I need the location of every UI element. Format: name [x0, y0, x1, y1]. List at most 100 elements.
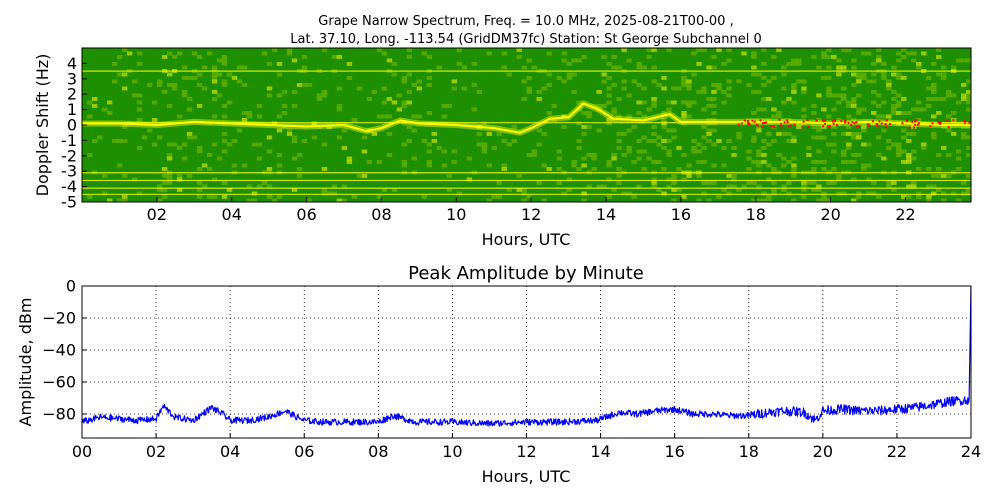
spectrogram-cell	[886, 184, 892, 189]
spectrogram-cell	[811, 125, 817, 129]
spectrogram-cell	[881, 72, 887, 77]
spectrogram-cell	[866, 163, 872, 168]
spectrogram-cell	[756, 163, 762, 168]
spectrogram-x-tick-label: 18	[746, 205, 766, 224]
spectrogram-x-label: Hours, UTC	[482, 230, 571, 249]
spectrogram-cell	[411, 156, 417, 161]
spectrogram-cell	[606, 121, 612, 126]
spectrogram-cell	[112, 79, 118, 84]
spectrogram-hot-speckle	[844, 121, 847, 124]
spectrogram-cell	[246, 111, 253, 115]
spectrogram-cell	[756, 184, 762, 189]
spectrogram-cell	[696, 90, 702, 94]
spectrogram-cell	[816, 118, 822, 122]
spectrogram-cell	[856, 191, 862, 196]
spectrogram-cell	[176, 177, 183, 182]
spectrogram-cell	[381, 86, 388, 91]
spectrogram-cell	[281, 90, 288, 94]
spectrogram-cell	[211, 114, 218, 119]
spectrogram-cell	[721, 146, 727, 150]
spectrogram-cell	[191, 51, 198, 56]
spectrogram-cell	[916, 65, 922, 70]
spectrogram-cell	[476, 142, 482, 147]
spectrogram-x-tick-label: 12	[521, 205, 541, 224]
spectrogram-cell	[881, 76, 887, 80]
spectrogram-cell	[871, 79, 877, 84]
spectrogram-cell	[286, 51, 293, 56]
spectrogram-cell	[906, 139, 912, 143]
spectrogram-cell	[776, 114, 782, 119]
spectrogram-cell	[221, 55, 228, 59]
spectrogram-hot-speckle	[913, 126, 916, 129]
spectrogram-cell	[811, 135, 817, 140]
spectrogram-cell	[906, 153, 912, 157]
spectrogram-cell	[756, 90, 762, 94]
spectrogram-cell	[901, 195, 907, 199]
spectrogram-cell	[861, 72, 867, 77]
spectrogram-cell	[866, 177, 872, 182]
spectrogram-cell	[526, 153, 532, 157]
spectrogram-cell	[811, 181, 817, 185]
spectrogram-cell	[161, 55, 168, 59]
spectrogram-panel: Grape Narrow Spectrum, Freq. = 10.0 MHz,…	[33, 14, 972, 249]
spectrogram-cell	[611, 111, 617, 115]
spectrogram-cell	[791, 135, 797, 140]
spectrogram-cell	[681, 76, 687, 80]
spectrogram-cell	[476, 132, 482, 136]
spectrogram-cell	[821, 195, 827, 199]
spectrogram-cell	[211, 90, 218, 94]
spectrogram-cell	[456, 48, 462, 52]
spectrogram-cell	[641, 65, 647, 70]
spectrogram-cell	[561, 58, 567, 63]
spectrogram-cell	[196, 83, 203, 87]
spectrogram-cell	[436, 65, 442, 70]
spectrogram-cell	[481, 121, 487, 126]
spectrogram-cell	[861, 51, 867, 56]
spectrogram-cell	[656, 142, 662, 147]
spectrogram-cell	[941, 191, 947, 196]
amplitude-grid	[82, 286, 971, 438]
spectrogram-cell	[266, 62, 273, 66]
amplitude-x-tick-label: 22	[887, 442, 907, 461]
spectrogram-cell	[621, 48, 627, 52]
spectrogram-cell	[966, 97, 971, 101]
spectrogram-cell	[591, 104, 597, 108]
spectrogram-hot-speckle	[751, 119, 754, 122]
spectrogram-cell	[701, 160, 707, 164]
spectrogram-cell	[606, 163, 612, 168]
spectrogram-hot-speckle	[968, 121, 971, 124]
spectrogram-cell	[131, 79, 138, 84]
spectrogram-cell	[166, 153, 173, 157]
spectrogram-cell	[696, 174, 702, 178]
spectrogram-cell	[946, 114, 952, 119]
spectrogram-cell	[326, 191, 333, 196]
spectrogram-cell	[786, 160, 792, 164]
spectrogram-cell	[206, 195, 213, 199]
spectrogram-cell	[751, 139, 757, 143]
spectrogram-cell	[651, 48, 657, 52]
spectrogram-cell	[401, 142, 407, 147]
spectrogram-cell	[746, 149, 752, 154]
spectrogram-cell	[156, 135, 163, 140]
spectrogram-cell	[117, 72, 123, 77]
spectrogram-cell	[336, 198, 343, 202]
spectrogram-cell	[881, 100, 887, 105]
spectrogram-cell	[731, 177, 737, 182]
spectrogram-cell	[186, 97, 193, 101]
spectrogram-cell	[921, 142, 927, 147]
spectrogram-cell	[426, 76, 432, 80]
spectrogram-cell	[107, 100, 113, 105]
spectrogram-cell	[606, 76, 612, 80]
spectrogram-cell	[856, 72, 862, 77]
spectrogram-cell	[606, 160, 612, 164]
spectrogram-cell	[906, 132, 912, 136]
spectrogram-cell	[506, 188, 512, 192]
spectrogram-cell	[621, 153, 627, 157]
spectrogram-cell	[841, 97, 847, 101]
spectrogram-cell	[641, 100, 647, 105]
spectrogram-cell	[366, 160, 373, 164]
spectrogram-cell	[601, 72, 607, 77]
spectrogram-cell	[596, 104, 602, 108]
spectrogram-cell	[136, 100, 143, 105]
spectrogram-cell	[856, 93, 862, 98]
